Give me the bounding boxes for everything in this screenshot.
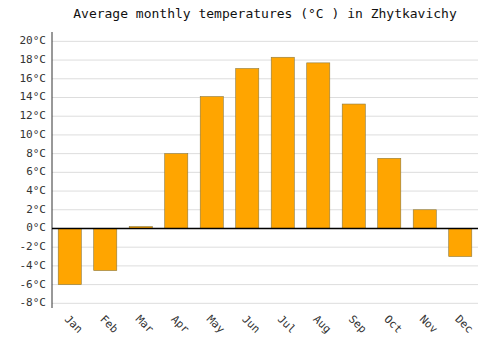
y-tick-label: -2°C <box>20 240 47 253</box>
grid <box>52 41 478 303</box>
x-tick-label: Apr <box>168 313 192 337</box>
y-tick-label: 6°C <box>26 165 46 178</box>
y-tick-label: 8°C <box>26 147 46 160</box>
grid-line <box>52 191 478 192</box>
zero-line <box>52 228 478 230</box>
grid-line <box>52 153 478 154</box>
bar <box>307 63 330 229</box>
grid-line <box>52 284 478 285</box>
y-tick-label: 10°C <box>20 128 47 141</box>
y-tick-label: 18°C <box>20 53 47 66</box>
y-axis-line <box>52 32 53 308</box>
grid-line <box>52 134 478 135</box>
x-tick-label: Feb <box>97 313 120 336</box>
chart-container: -8°C -6°C -4°C -2°C 0°C 2°C 4°C 6°C 8°C 10°C 12°C 1… <box>0 0 500 350</box>
grid-line <box>52 60 478 61</box>
grid-line <box>52 228 478 229</box>
y-tick-label: 16°C <box>20 72 47 85</box>
x-tick-label: Sep <box>346 313 369 336</box>
grid-line <box>52 172 478 173</box>
x-tick-label: Nov <box>417 313 441 337</box>
bar <box>94 228 117 270</box>
x-tick-label: Jul <box>275 313 298 336</box>
grid-line <box>52 41 478 42</box>
bar <box>165 154 188 229</box>
x-axis: Jan Feb Mar Apr May Jun Jul Aug Sep Oct Nov Dec <box>62 313 476 337</box>
bar <box>200 97 223 229</box>
bar <box>342 104 365 228</box>
y-tick-label: 12°C <box>20 109 47 122</box>
y-tick-label: 2°C <box>26 203 46 216</box>
grid-line <box>52 78 478 79</box>
x-tick-label: Oct <box>381 313 404 336</box>
bar <box>378 158 401 228</box>
y-tick-label: 14°C <box>20 90 47 103</box>
bars <box>58 57 472 284</box>
y-tick-label: -4°C <box>20 259 47 272</box>
y-tick-label: -8°C <box>20 296 47 309</box>
x-tick-label: Jun <box>239 313 262 336</box>
bar <box>413 210 436 229</box>
grid-line <box>52 97 478 98</box>
chart: -8°C -6°C -4°C -2°C 0°C 2°C 4°C 6°C 8°C 10°C 12°C 1… <box>0 0 500 350</box>
grid-line <box>52 303 478 304</box>
x-tick-label: Mar <box>133 313 157 337</box>
x-tick-label: Dec <box>452 313 475 336</box>
y-tick-label: -6°C <box>20 278 47 291</box>
y-tick-label: 0°C <box>26 221 46 234</box>
x-tick-label: Aug <box>310 313 333 336</box>
bar <box>449 228 472 256</box>
bar <box>271 57 294 228</box>
title: Average monthly temperatures (°C ) in Zh… <box>73 6 457 21</box>
bar <box>58 228 81 284</box>
y-axis: -8°C -6°C -4°C -2°C 0°C 2°C 4°C 6°C 8°C 10°C 12°C 1… <box>20 32 53 309</box>
bar <box>236 68 259 228</box>
y-tick-label: 20°C <box>20 34 47 47</box>
x-tick-label: Jan <box>62 313 85 336</box>
y-tick-label: 4°C <box>26 184 46 197</box>
x-tick-label: May <box>204 313 228 337</box>
grid-line <box>52 116 478 117</box>
